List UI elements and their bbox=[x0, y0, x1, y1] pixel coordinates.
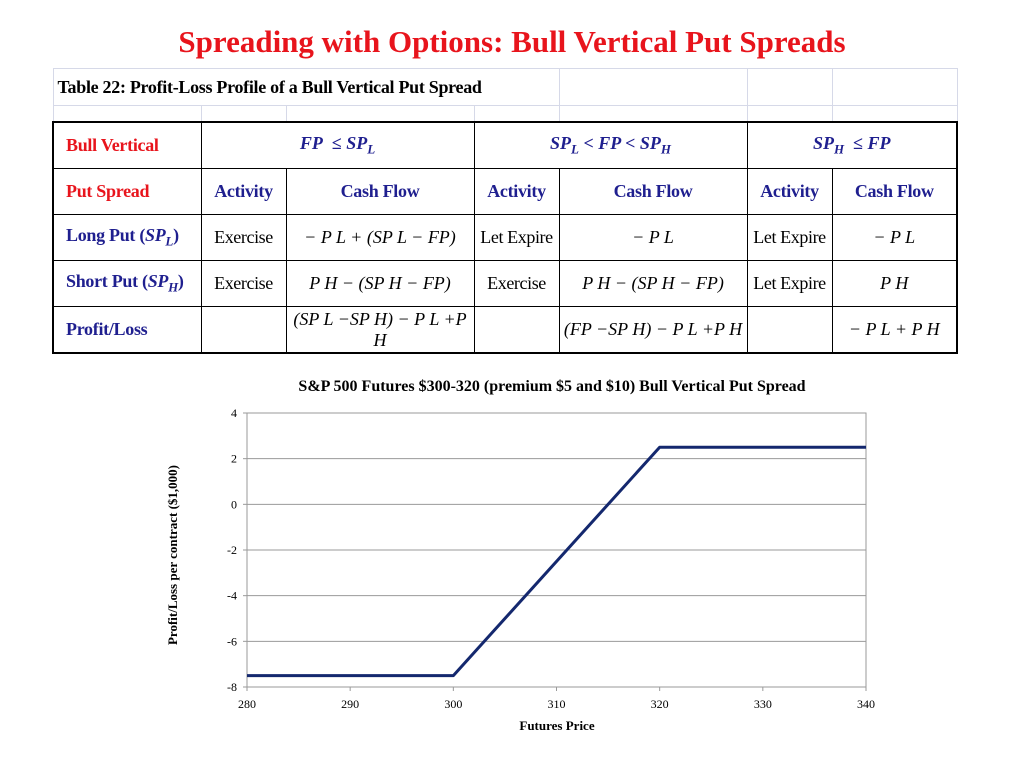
table-caption: Table 22: Profit-Loss Profile of a Bull … bbox=[52, 68, 560, 106]
profit-loss-table: Table 22: Profit-Loss Profile of a Bull … bbox=[52, 68, 959, 354]
long-put-activity-1: Exercise bbox=[200, 214, 287, 261]
long-put-activity-2: Let Expire bbox=[473, 214, 560, 261]
range-header-1: FP ≤ SPL bbox=[200, 121, 475, 169]
x-tick-label: 320 bbox=[651, 697, 669, 711]
y-tick-label: -6 bbox=[227, 634, 237, 648]
x-tick-label: 300 bbox=[444, 697, 462, 711]
y-axis-label: Profit/Loss per contract ($1,000) bbox=[165, 464, 180, 646]
short-put-activity-1: Exercise bbox=[200, 260, 287, 307]
chart-title: S&P 500 Futures $300-320 (premium $5 and… bbox=[298, 378, 806, 395]
x-axis-ticks: 280 290 300 310 320 330 340 bbox=[238, 687, 875, 711]
profit-loss-3: − P L + P H bbox=[831, 306, 959, 354]
col-header-activity-2: Activity bbox=[473, 168, 560, 215]
col-header-cashflow-2: Cash Flow bbox=[558, 168, 748, 215]
row-label-profit-loss: Profit/Loss bbox=[52, 306, 202, 354]
x-axis-label: Futures Price bbox=[519, 718, 595, 733]
row-label-bull-vertical: Bull Vertical bbox=[52, 121, 202, 169]
series-line bbox=[247, 445, 866, 678]
x-tick-label: 340 bbox=[857, 697, 875, 711]
y-axis-ticks: 4 2 0 -2 -4 -6 -8 bbox=[227, 406, 247, 694]
y-tick-label: 2 bbox=[231, 452, 237, 466]
row-label-put-spread: Put Spread bbox=[52, 168, 202, 215]
slide-title: Spreading with Options: Bull Vertical Pu… bbox=[178, 24, 846, 59]
long-put-cashflow-1: − P L + (SP L − FP) bbox=[285, 214, 475, 261]
col-header-cashflow-3: Cash Flow bbox=[831, 168, 959, 215]
y-tick-label: -8 bbox=[227, 680, 237, 694]
long-put-cashflow-2: − P L bbox=[558, 214, 748, 261]
plot-area bbox=[246, 412, 867, 688]
short-put-activity-2: Exercise bbox=[473, 260, 560, 307]
grid-lines bbox=[247, 458, 866, 642]
short-put-activity-3: Let Expire bbox=[746, 260, 833, 307]
short-put-cashflow-2: P H − (SP H − FP) bbox=[558, 260, 748, 307]
long-put-activity-3: Let Expire bbox=[746, 214, 833, 261]
col-header-activity-3: Activity bbox=[746, 168, 833, 215]
profit-loss-2: (FP −SP H) − P L +P H bbox=[558, 306, 748, 354]
series-lines bbox=[247, 445, 866, 678]
row-label-long-put: Long Put (SPL) bbox=[52, 214, 202, 261]
x-tick-label: 280 bbox=[238, 697, 256, 711]
x-tick-label: 310 bbox=[548, 697, 566, 711]
y-tick-label: -2 bbox=[227, 543, 237, 557]
y-tick-label: 4 bbox=[231, 406, 237, 420]
col-header-activity-1: Activity bbox=[200, 168, 287, 215]
short-put-cashflow-3: P H bbox=[831, 260, 959, 307]
y-tick-label: 0 bbox=[231, 497, 237, 511]
x-tick-label: 290 bbox=[341, 697, 359, 711]
short-put-cashflow-1: P H − (SP H − FP) bbox=[285, 260, 475, 307]
x-tick-label: 330 bbox=[754, 697, 772, 711]
row-label-short-put: Short Put (SPH) bbox=[52, 260, 202, 307]
range-header-2: SPL < FP < SPH bbox=[473, 121, 748, 169]
y-tick-label: -4 bbox=[227, 589, 237, 603]
range-header-3: SPH ≤ FP bbox=[746, 121, 959, 169]
col-header-cashflow-1: Cash Flow bbox=[285, 168, 475, 215]
profit-loss-1: (SP L −SP H) − P L +P H bbox=[285, 306, 475, 354]
long-put-cashflow-3: − P L bbox=[831, 214, 959, 261]
